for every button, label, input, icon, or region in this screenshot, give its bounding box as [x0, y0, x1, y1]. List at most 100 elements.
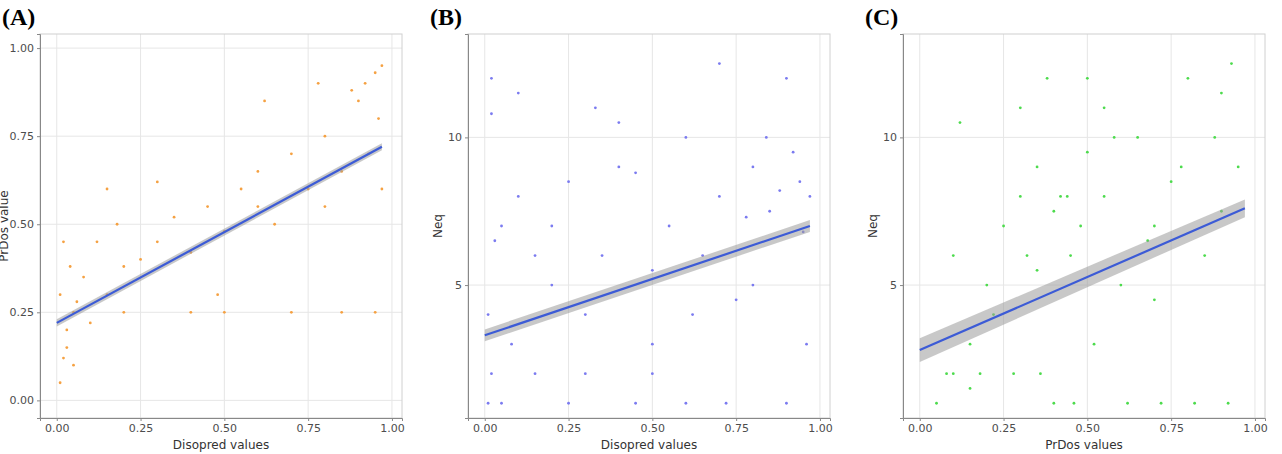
point [935, 402, 938, 405]
point [500, 225, 503, 228]
point [517, 92, 520, 95]
point [691, 313, 694, 316]
tick: 0.50 [641, 418, 666, 435]
point [684, 136, 687, 139]
point [1069, 254, 1072, 257]
tick: 0.75 [296, 418, 321, 435]
point [969, 387, 972, 390]
grid [40, 34, 402, 418]
marks [485, 62, 812, 404]
point [122, 311, 125, 314]
point [1213, 136, 1216, 139]
x-axis-title: PrDos values [1045, 438, 1123, 452]
tick-mark [224, 418, 225, 421]
tick-label: 0.25 [992, 422, 1017, 435]
point [317, 82, 320, 85]
point [735, 298, 738, 301]
plot-frame [40, 34, 402, 418]
tick-label: 0.75 [1159, 422, 1184, 435]
point [1103, 195, 1106, 198]
tick-label: 0.50 [1076, 422, 1101, 435]
tick-label: 0.25 [557, 422, 582, 435]
point [89, 321, 92, 324]
point [765, 136, 768, 139]
tick-mark [465, 137, 468, 138]
x-axis: 0.000.250.500.751.00 [904, 418, 1268, 435]
grid-line [568, 34, 569, 418]
axis-line [41, 419, 403, 422]
grid-line [391, 34, 392, 418]
point [952, 254, 955, 257]
tick-mark [1255, 418, 1256, 421]
tick: 0.00 [10, 394, 41, 407]
point [550, 225, 553, 228]
point [798, 180, 801, 183]
point [1220, 92, 1223, 95]
grid [468, 34, 830, 418]
tick: 0.00 [45, 418, 70, 435]
point [617, 121, 620, 124]
point [1019, 195, 1022, 198]
point [969, 343, 972, 346]
y-axis-title: PrDos value [0, 190, 11, 261]
x-axis: 0.000.250.500.751.00 [469, 418, 833, 435]
y-axis: 0.000.250.500.751.00 [10, 35, 41, 419]
x-axis: 0.000.250.500.751.00 [41, 418, 405, 435]
point [1073, 402, 1076, 405]
tick: 0.50 [10, 218, 41, 231]
grid-line [40, 224, 402, 225]
panel-title: (C) [865, 4, 898, 30]
grid-line [40, 136, 402, 137]
point [768, 210, 771, 213]
grid-line [736, 34, 737, 418]
regression-line [485, 226, 810, 335]
tick: 0.25 [10, 306, 41, 319]
point [75, 300, 78, 303]
point [96, 240, 99, 243]
point [634, 171, 637, 174]
tick-label: 0.75 [296, 422, 321, 435]
confidence-band [920, 199, 1245, 361]
point [273, 223, 276, 226]
point [500, 402, 503, 405]
point [380, 64, 383, 67]
point [139, 258, 142, 261]
tick: 1.00 [10, 42, 41, 55]
tick: 5 [890, 279, 903, 292]
point [510, 343, 513, 346]
point [651, 343, 654, 346]
point [206, 205, 209, 208]
panel: 0.000.250.500.751.00510PrDos valuesNeq(C… [865, 4, 1268, 452]
grid-line [308, 34, 309, 418]
point [490, 372, 493, 375]
point [173, 216, 176, 219]
point [490, 77, 493, 80]
regression-line [57, 147, 382, 323]
point [745, 216, 748, 219]
tick-label: 0.75 [724, 422, 749, 435]
tick: 1.00 [1243, 418, 1268, 435]
point [106, 188, 109, 191]
point [1093, 343, 1096, 346]
grid-line [56, 34, 57, 418]
point [223, 311, 226, 314]
marks [57, 64, 384, 384]
plot-background [903, 34, 1265, 418]
grid-line [40, 48, 402, 49]
point [1002, 225, 1005, 228]
tick-mark [920, 418, 921, 421]
point [1119, 284, 1122, 287]
point [256, 170, 259, 173]
tick-mark [900, 285, 903, 286]
point [374, 311, 377, 314]
point [550, 284, 553, 287]
point [1113, 136, 1116, 139]
point [1086, 77, 1089, 80]
tick: 5 [455, 279, 468, 292]
point [1086, 151, 1089, 154]
grid-line [40, 400, 402, 401]
tick: 0.75 [724, 418, 749, 435]
point [985, 284, 988, 287]
point [256, 205, 259, 208]
grid-line [1171, 34, 1172, 418]
